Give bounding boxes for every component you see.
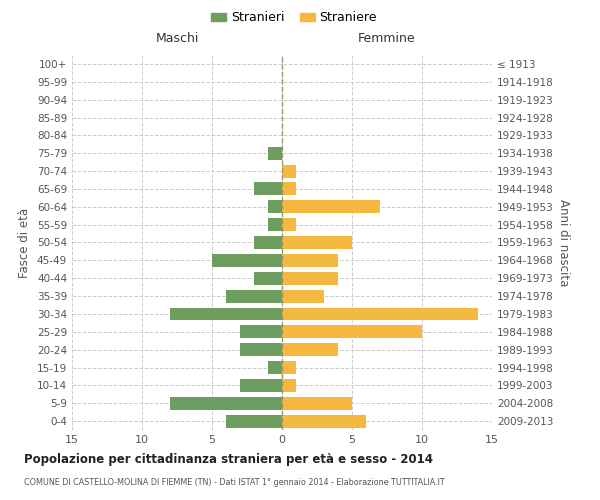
Text: Femmine: Femmine [358, 32, 416, 45]
Bar [226, 290, 282, 302]
Bar [282, 254, 338, 267]
Bar [282, 218, 296, 231]
Bar [282, 236, 352, 249]
Bar [282, 414, 366, 428]
Y-axis label: Fasce di età: Fasce di età [19, 208, 31, 278]
Bar [268, 200, 282, 213]
Bar [282, 272, 338, 284]
Bar [240, 326, 282, 338]
Bar [254, 182, 282, 196]
Bar [254, 272, 282, 284]
Bar [282, 361, 296, 374]
Bar [212, 254, 282, 267]
Text: Maschi: Maschi [155, 32, 199, 45]
Bar [282, 182, 296, 196]
Bar [282, 164, 296, 177]
Y-axis label: Anni di nascita: Anni di nascita [557, 199, 570, 286]
Bar [240, 343, 282, 356]
Bar [170, 397, 282, 409]
Bar [268, 361, 282, 374]
Bar [282, 308, 478, 320]
Bar [282, 379, 296, 392]
Legend: Stranieri, Straniere: Stranieri, Straniere [206, 6, 382, 29]
Bar [282, 343, 338, 356]
Text: Popolazione per cittadinanza straniera per età e sesso - 2014: Popolazione per cittadinanza straniera p… [24, 452, 433, 466]
Bar [282, 290, 324, 302]
Bar [240, 379, 282, 392]
Bar [282, 397, 352, 409]
Bar [170, 308, 282, 320]
Bar [254, 236, 282, 249]
Bar [282, 200, 380, 213]
Bar [282, 326, 422, 338]
Bar [268, 147, 282, 160]
Bar [226, 414, 282, 428]
Bar [268, 218, 282, 231]
Text: COMUNE DI CASTELLO-MOLINA DI FIEMME (TN) - Dati ISTAT 1° gennaio 2014 - Elaboraz: COMUNE DI CASTELLO-MOLINA DI FIEMME (TN)… [24, 478, 445, 487]
